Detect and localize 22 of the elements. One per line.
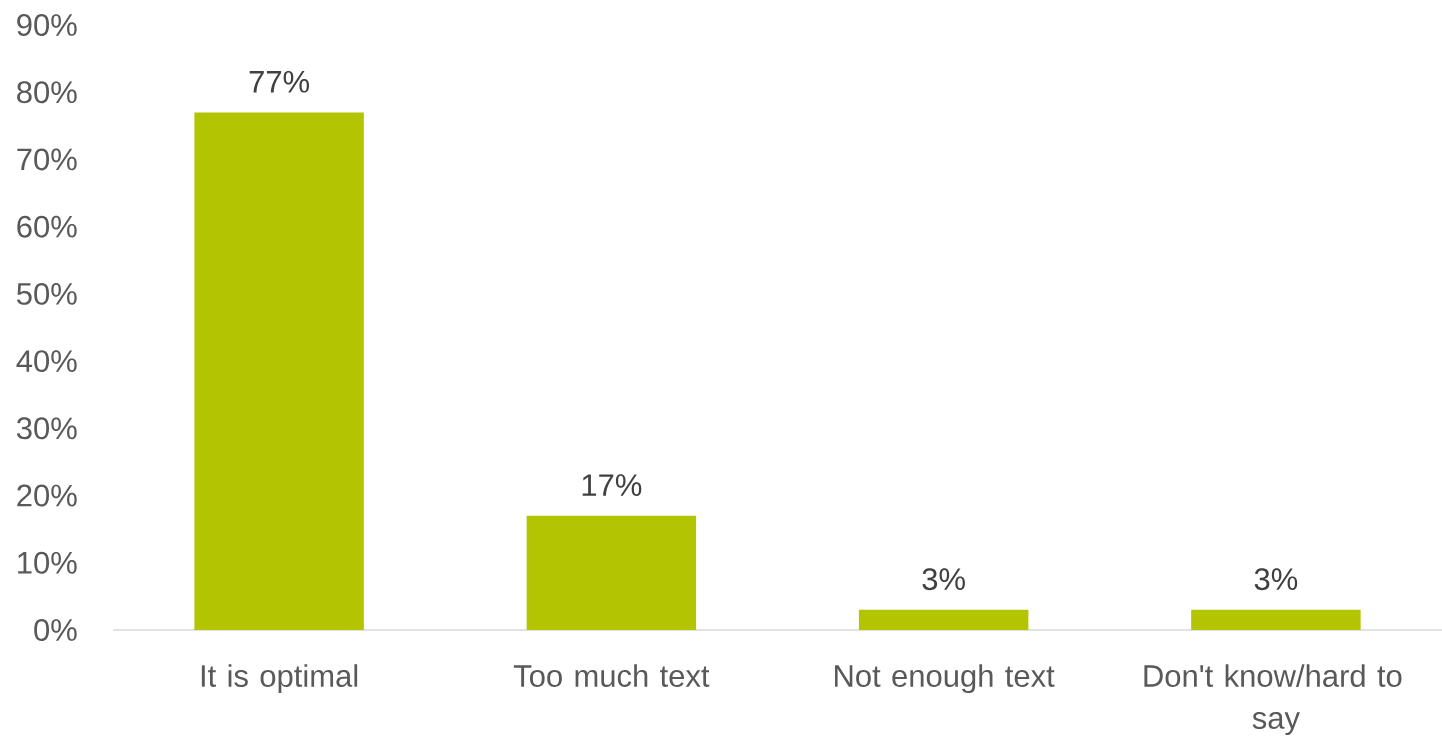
x-tick-label: Too much text [513, 664, 710, 687]
data-label: 77% [249, 70, 310, 93]
data-label: 3% [1254, 568, 1298, 591]
bar [194, 112, 364, 630]
x-tick-label: It is optimal [201, 664, 358, 694]
y-tick-label: 40% [16, 350, 77, 373]
y-tick-label: 50% [16, 282, 77, 305]
y-tick-label: 30% [16, 417, 77, 440]
bar [858, 609, 1029, 630]
bar [1191, 609, 1361, 630]
y-tick-label: 20% [17, 484, 77, 507]
y-tick-label: 90% [17, 14, 77, 36]
x-tick-label: Not enough text [835, 664, 1055, 694]
y-tick-label: 0% [34, 619, 77, 641]
x-tick-label: Don't know/hard to say [1144, 664, 1402, 736]
y-tick-label: 70% [17, 148, 77, 171]
data-label: 3% [922, 568, 965, 591]
y-tick-label: 10% [18, 551, 77, 574]
data-label: 17% [582, 474, 642, 496]
y-tick-label: 60% [17, 215, 77, 238]
bar [526, 515, 697, 630]
y-tick-label: 80% [17, 81, 77, 104]
